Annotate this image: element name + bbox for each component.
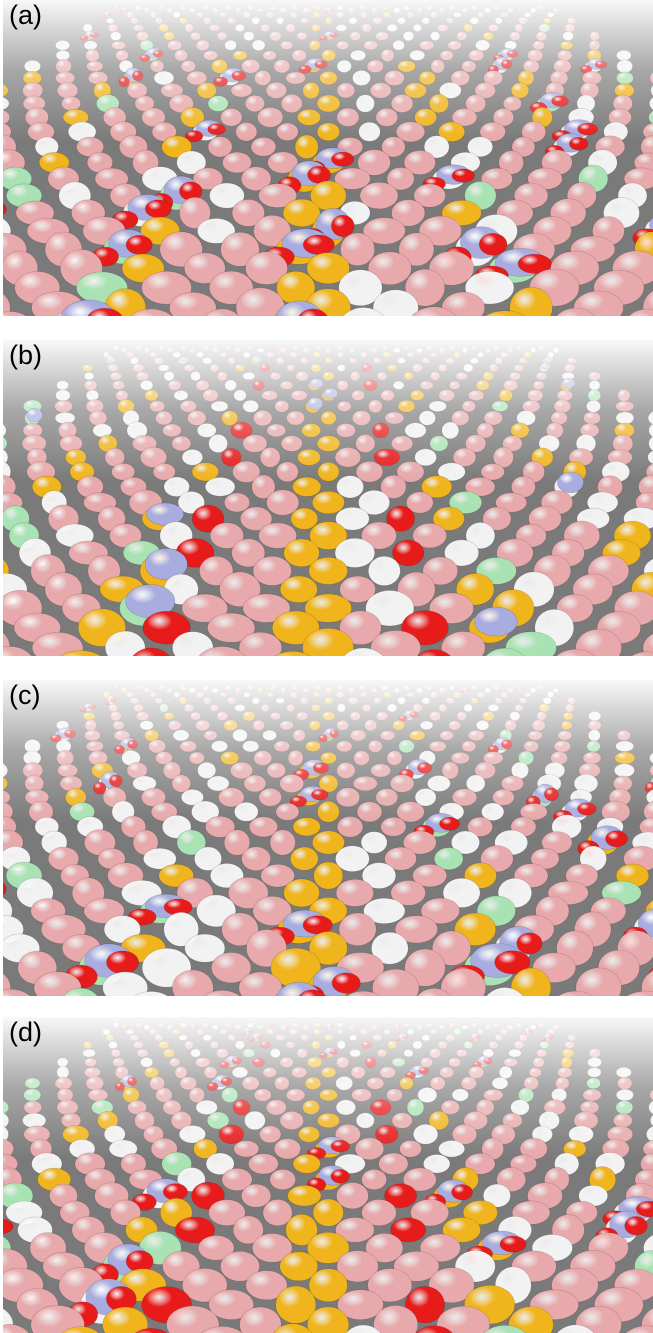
- molecular-render-b: [3, 340, 653, 656]
- panel-label-d: (d): [9, 1017, 42, 1047]
- panel-label-a: (a): [9, 0, 42, 30]
- panel-a: (a): [3, 0, 653, 316]
- panel-label-b: (b): [9, 340, 42, 370]
- molecular-render-d: [3, 1017, 653, 1333]
- depth-fog: [3, 340, 653, 656]
- depth-fog: [3, 1017, 653, 1333]
- panel-b: (b): [3, 340, 653, 656]
- depth-fog: [3, 680, 653, 996]
- panel-c: (c): [3, 680, 653, 996]
- depth-fog: [3, 0, 653, 316]
- panel-d: (d): [3, 1017, 653, 1333]
- molecular-render-a: [3, 0, 653, 316]
- panel-label-c: (c): [9, 680, 41, 710]
- molecular-render-c: [3, 680, 653, 996]
